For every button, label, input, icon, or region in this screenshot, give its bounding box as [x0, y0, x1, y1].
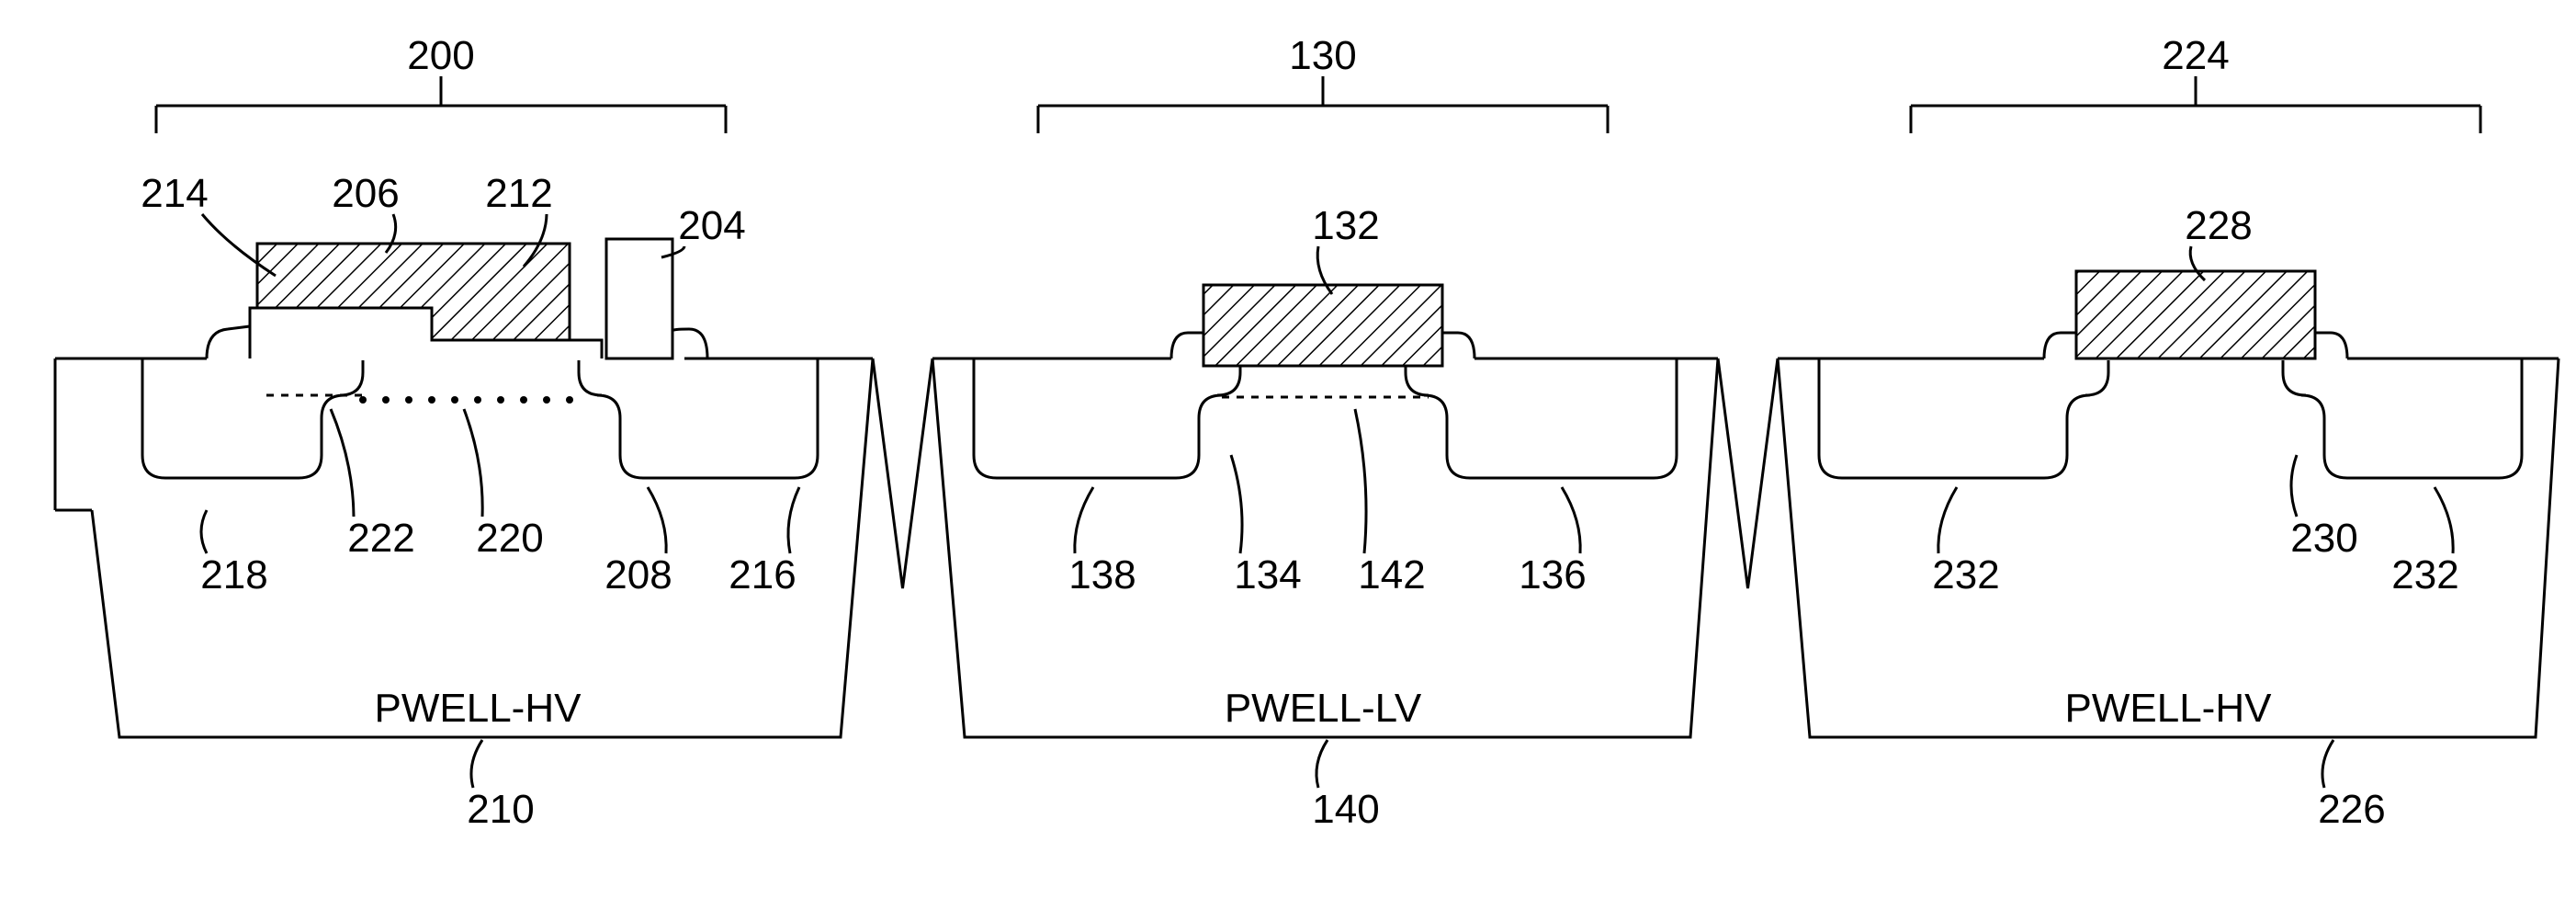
diffusion-region	[142, 358, 363, 478]
ref-label: 208	[604, 552, 672, 597]
leader-line	[1075, 487, 1093, 553]
bracket-label: 200	[407, 33, 474, 78]
ref-label: 210	[467, 787, 534, 832]
channel-dot	[428, 396, 435, 404]
leader-line	[1316, 740, 1328, 788]
leader-line	[331, 409, 354, 517]
ref-label: 220	[476, 516, 543, 561]
well-outline	[932, 358, 1718, 737]
isolation-groove	[873, 358, 932, 588]
ref-label: 226	[2318, 787, 2385, 832]
ref-label: 132	[1312, 203, 1379, 248]
leader-line	[1562, 487, 1580, 553]
bracket-label: 224	[2162, 33, 2229, 78]
ref-label: 136	[1519, 552, 1586, 597]
leader-line	[788, 487, 799, 553]
well-outline	[1778, 358, 2559, 737]
leader-line	[1231, 455, 1242, 553]
ref-label: 218	[200, 552, 267, 597]
ref-label: 204	[678, 203, 745, 248]
channel-dot	[520, 396, 527, 404]
diffusion-region	[1819, 358, 2108, 478]
channel-dot	[566, 396, 573, 404]
well-label: PWELL-LV	[1225, 686, 1422, 731]
channel-dot	[543, 396, 550, 404]
ref-label: 206	[332, 171, 399, 216]
ref-label: 216	[729, 552, 796, 597]
diffusion-region	[1406, 358, 1677, 478]
channel-dot	[497, 396, 504, 404]
isolation-groove	[1718, 358, 1778, 588]
diffusion-region	[2283, 358, 2522, 478]
leader-line	[2322, 740, 2333, 788]
ref-label: 142	[1358, 552, 1425, 597]
channel-dot	[359, 396, 367, 404]
ref-label: 232	[2391, 552, 2458, 597]
well-label: PWELL-HV	[375, 686, 582, 731]
ref-label: 134	[1234, 552, 1301, 597]
well-label: PWELL-HV	[2065, 686, 2273, 731]
leader-line	[471, 740, 482, 788]
bracket-label: 130	[1289, 33, 1356, 78]
gate	[2076, 271, 2315, 358]
well-outline	[55, 358, 873, 737]
ref-label: 222	[347, 516, 414, 561]
leader-line	[2291, 455, 2297, 517]
leader-line	[1355, 409, 1366, 553]
leader-line	[201, 510, 207, 553]
leader-line	[648, 487, 666, 553]
leader-line	[1938, 487, 1957, 553]
leader-line	[2435, 487, 2453, 553]
ref-label: 228	[2185, 203, 2252, 248]
diffusion-region	[974, 358, 1240, 478]
channel-dot	[474, 396, 481, 404]
ref-label: 138	[1068, 552, 1135, 597]
channel-dot	[451, 396, 458, 404]
leader-line	[464, 409, 482, 517]
channel-dot	[405, 396, 412, 404]
ref-label: 232	[1932, 552, 1999, 597]
diffusion-region	[579, 358, 818, 478]
ref-label: 214	[141, 171, 208, 216]
ref-label: 230	[2290, 516, 2357, 561]
ref-label: 140	[1312, 787, 1379, 832]
gate	[1203, 285, 1442, 366]
channel-dot	[382, 396, 390, 404]
ref-label: 212	[485, 171, 552, 216]
